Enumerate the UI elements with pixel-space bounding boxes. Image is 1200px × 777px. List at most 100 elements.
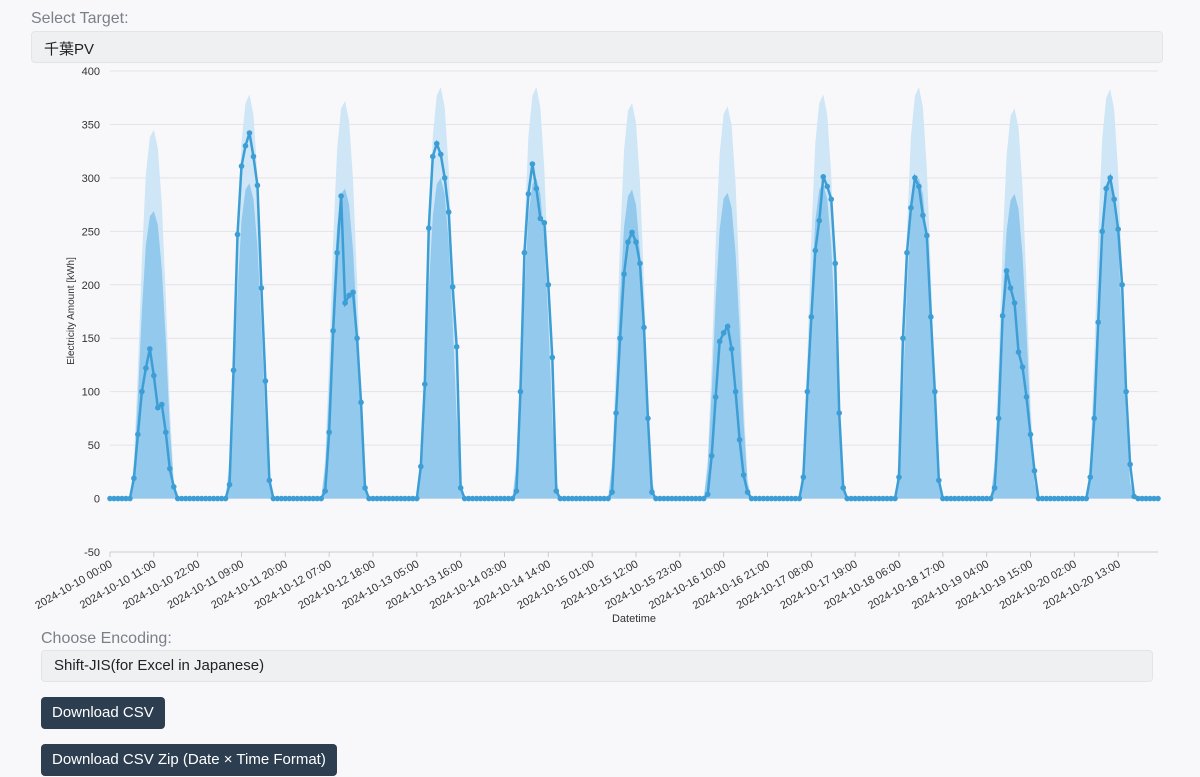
point: [286, 495, 293, 502]
point: [684, 495, 691, 502]
point: [330, 327, 336, 334]
download-zip-button[interactable]: Download CSV Zip (Date × Time Format): [41, 744, 337, 776]
point: [621, 271, 627, 277]
point: [182, 495, 189, 502]
point: [334, 249, 340, 256]
point: [1147, 495, 1153, 502]
point: [677, 495, 683, 502]
point: [688, 495, 695, 502]
point: [266, 477, 273, 484]
x-tick-label: 2024-10-14 14:00: [472, 558, 553, 612]
point: [298, 495, 305, 502]
point: [485, 495, 492, 502]
point: [127, 495, 133, 502]
y-tick-label: 0: [94, 494, 100, 506]
point: [589, 495, 595, 502]
point: [1019, 364, 1026, 370]
x-tick-label: 2024-10-17 19:00: [778, 558, 859, 612]
point: [1007, 285, 1014, 291]
point: [844, 495, 850, 502]
point: [569, 495, 576, 502]
point: [1047, 495, 1054, 502]
x-tick-label: 2024-10-20 13:00: [1041, 558, 1122, 612]
point: [350, 289, 356, 296]
point: [1063, 495, 1070, 502]
x-tick-label: 2024-10-13 05:00: [340, 558, 421, 612]
point: [1111, 196, 1117, 203]
point: [975, 495, 982, 502]
point: [784, 495, 791, 502]
point: [951, 495, 958, 502]
point: [561, 495, 568, 502]
point: [955, 495, 962, 502]
point: [585, 495, 591, 502]
point: [1107, 175, 1113, 181]
y-axis-label: Electricity Amount [kWh]: [66, 257, 77, 365]
point: [593, 495, 599, 502]
point: [290, 495, 297, 502]
point: [748, 495, 755, 502]
point: [557, 495, 564, 502]
point: [936, 477, 942, 484]
point: [441, 175, 448, 181]
point: [876, 495, 882, 502]
point: [437, 151, 444, 158]
x-tick-label: 2024-10-11 20:00: [209, 558, 290, 611]
point: [1135, 495, 1141, 502]
point: [170, 483, 177, 490]
point: [497, 495, 504, 502]
point: [932, 388, 938, 395]
x-tick-label: 2024-10-15 23:00: [603, 558, 684, 612]
point: [131, 475, 137, 482]
point: [708, 453, 715, 459]
point: [449, 284, 456, 290]
point: [489, 495, 496, 502]
point: [1095, 319, 1102, 325]
point: [848, 495, 854, 502]
point: [704, 491, 711, 498]
download-csv-button[interactable]: Download CSV: [41, 697, 165, 729]
x-tick-label: 2024-10-19 04:00: [910, 558, 991, 612]
point: [1119, 281, 1125, 288]
x-axis-label: Datetime: [612, 613, 656, 625]
y-tick-label: 200: [82, 280, 100, 292]
point: [912, 175, 918, 181]
point: [529, 161, 536, 167]
point: [537, 215, 544, 222]
point: [166, 465, 173, 472]
point: [597, 495, 603, 502]
point: [517, 388, 524, 395]
point: [1115, 226, 1121, 232]
point: [908, 205, 914, 211]
target-select[interactable]: 千葉PV: [31, 31, 1163, 63]
y-tick-label: 250: [82, 226, 100, 238]
point: [629, 229, 635, 236]
point: [820, 174, 827, 180]
point: [613, 410, 619, 416]
point: [111, 495, 117, 502]
point: [971, 495, 978, 502]
point: [756, 495, 763, 502]
point: [577, 495, 584, 502]
point: [429, 153, 436, 160]
point: [258, 285, 265, 291]
x-tick-label: 2024-10-12 07:00: [252, 558, 333, 612]
encoding-select[interactable]: Shift-JIS(for Excel in Japanese): [41, 650, 1153, 682]
point: [924, 232, 930, 239]
point: [744, 489, 751, 495]
y-tick-label: 50: [88, 440, 100, 452]
point: [1051, 495, 1058, 502]
point: [900, 335, 906, 342]
y-tick-label: 150: [82, 333, 100, 345]
point: [780, 495, 787, 502]
point: [477, 495, 484, 502]
point: [999, 312, 1006, 319]
point: [836, 410, 843, 416]
point: [625, 239, 631, 245]
point: [107, 495, 113, 502]
point: [1015, 349, 1022, 355]
point: [1043, 495, 1050, 502]
point: [665, 495, 671, 502]
point: [641, 324, 647, 331]
point: [1055, 495, 1062, 502]
